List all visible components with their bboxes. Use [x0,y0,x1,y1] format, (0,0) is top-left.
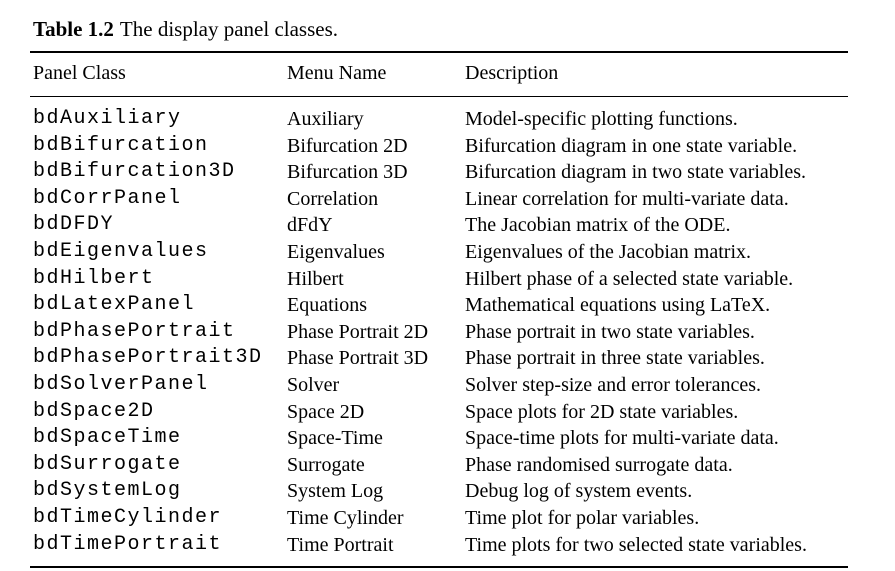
panel-class-cell: bdSpace2D [33,399,155,423]
menu-name-cell: Hilbert [287,267,344,290]
menu-name-cell: Correlation [287,187,379,210]
bottom-rule [30,566,848,568]
table-row: bdCorrPanel Correlation Linear correlation… [33,186,848,212]
description-cell: Phase portrait in three state variables. [465,347,765,370]
menu-name-cell: Auxiliary [287,108,364,130]
menu-name-cell: Solver [287,374,340,396]
description-cell: Solver step-size and error tolerances. [465,374,761,396]
panel-class-cell: bdBifurcation3D [33,160,236,184]
table-row: bdSurrogate Surrogate Phase randomised sur… [33,452,848,478]
table-row: bdSystemLog System Log Debug log of system… [33,478,848,504]
table-row: bdAuxiliary Auxiliary Model-specific plott… [33,106,848,132]
menu-name-cell: Space-Time [287,427,383,450]
header-panel-class: Panel Class [33,62,126,84]
table-row: bdTimeCylinder Time Cylinder Time plot for… [33,505,848,531]
description-cell: Time plot for polar variables. [465,507,700,529]
menu-name-cell: Equations [287,294,367,317]
description-cell: The Jacobian matrix of the ODE. [465,214,731,237]
table-row: bdSpace2D Space 2D Space plots for 2D stat… [33,399,848,425]
table-row: bdBifurcation Bifurcation 2D Bifurcation d… [33,133,848,159]
table-row: bdEigenvalues Eigenvalues Eigenvalues of t… [33,239,848,265]
table-row: bdDFDY dFdY The Jacobian matrix of the ODE… [33,212,848,238]
description-cell: Space-time plots for multi-variate data. [465,427,779,450]
menu-name-cell: Eigenvalues [287,241,385,263]
table-header: Panel Class Menu Name Description [33,60,848,86]
description-cell: Mathematical equations using LaTeX. [465,294,771,317]
panel-class-cell: bdAuxiliary [33,107,182,130]
panel-class-cell: bdCorrPanel [33,186,182,210]
description-cell: Hilbert phase of a selected state variab… [465,267,794,290]
table-row: bdTimePortrait Time Portrait Time plots fo… [33,532,848,558]
menu-name-cell: Time Cylinder [287,507,404,529]
description-cell: Time plots for two selected state variab… [465,533,807,556]
panel-class-cell: bdPhasePortrait [33,319,236,343]
menu-name-cell: System Log [287,480,384,503]
table-caption: Table 1.2 The display panel classes. [33,15,338,43]
table-title: The display panel classes. [119,17,339,41]
table-row: bdHilbert Hilbert Hilbert phase of a selec… [33,266,848,292]
menu-name-cell: dFdY [287,214,333,237]
panel-class-cell: bdEigenvalues [33,240,209,263]
table-number: Table 1.2 [33,17,114,41]
description-cell: Bifurcation diagram in one state variabl… [465,134,798,157]
table-row: bdBifurcation3D Bifurcation 3D Bifurcation… [33,159,848,185]
panel-class-cell: bdTimeCylinder [33,506,223,529]
panel-class-cell: bdPhasePortrait3D [33,346,263,370]
description-cell: Model-specific plotting functions. [465,108,738,130]
panel-class-cell: bdLatexPanel [33,293,196,317]
panel-class-cell: bdSurrogate [33,452,182,476]
menu-name-cell: Phase Portrait 3D [287,347,429,370]
top-rule [30,51,848,53]
menu-name-cell: Bifurcation 3D [287,161,408,184]
table-row: bdSpaceTime Space-Time Space-time plots fo… [33,425,848,451]
header-menu-name: Menu Name [287,62,387,84]
description-cell: Eigenvalues of the Jacobian matrix. [465,241,752,263]
table-row: bdPhasePortrait3D Phase Portrait 3D Phase … [33,345,848,371]
panel-class-cell: bdSolverPanel [33,373,209,396]
menu-name-cell: Surrogate [287,453,365,476]
description-cell: Phase randomised surrogate data. [465,453,733,476]
menu-name-cell: Time Portrait [287,533,394,556]
panel-class-cell: bdDFDY [33,213,115,237]
table-row: bdLatexPanel Equations Mathematical equati… [33,292,848,318]
panel-class-cell: bdBifurcation [33,133,209,157]
description-cell: Linear correlation for multi-variate dat… [465,187,789,210]
menu-name-cell: Bifurcation 2D [287,134,408,157]
panel-class-cell: bdSystemLog [33,479,182,503]
header-description: Description [465,62,559,84]
panel-class-cell: bdHilbert [33,266,155,290]
header-rule [30,96,848,97]
description-cell: Space plots for 2D state variables. [465,400,739,423]
menu-name-cell: Phase Portrait 2D [287,320,429,343]
description-cell: Debug log of system events. [465,480,693,503]
table-row: bdSolverPanel Solver Solver step-size and … [33,372,848,398]
table-row: bdPhasePortrait Phase Portrait 2D Phase po… [33,319,848,345]
panel-class-cell: bdSpaceTime [33,426,182,450]
menu-name-cell: Space 2D [287,400,365,423]
description-cell: Bifurcation diagram in two state variabl… [465,161,807,184]
description-cell: Phase portrait in two state variables. [465,320,755,343]
panel-class-cell: bdTimePortrait [33,532,223,556]
